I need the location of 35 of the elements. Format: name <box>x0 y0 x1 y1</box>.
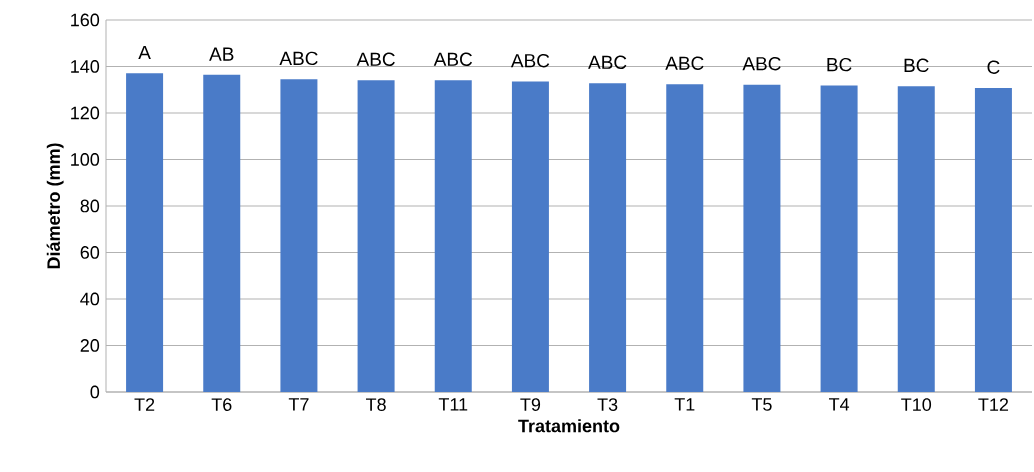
y-tick-label: 160 <box>71 13 100 27</box>
y-tick-label: 20 <box>80 339 100 352</box>
y-axis-title: Diámetro (mm) <box>46 143 64 269</box>
annotation: ABC <box>356 52 395 67</box>
x-axis-title: Tratamiento <box>518 419 620 433</box>
annotation: C <box>987 60 1000 74</box>
annotation: AB <box>209 47 234 61</box>
x-tick-label: T7 <box>288 398 309 411</box>
x-tick-label: T3 <box>597 398 618 411</box>
annotation: A <box>138 45 151 60</box>
y-tick-label: 0 <box>90 385 100 399</box>
x-tick-label: T8 <box>365 398 386 411</box>
annotation: BC <box>827 57 852 72</box>
annotation: BC <box>904 58 929 73</box>
y-tick-label: 100 <box>71 153 100 166</box>
x-tick-label: T11 <box>438 398 468 411</box>
x-tick-label: T4 <box>828 398 850 411</box>
x-tick-label: T5 <box>751 398 772 411</box>
x-tick-label: T6 <box>211 398 232 411</box>
x-tick-label: T9 <box>520 398 541 411</box>
annotation: ABC <box>665 56 704 70</box>
y-tick-label: 140 <box>71 60 100 73</box>
x-tick-label: T10 <box>901 398 932 411</box>
y-tick-label: 40 <box>80 292 100 306</box>
x-tick-label: T2 <box>134 398 155 411</box>
x-tick-label: T1 <box>674 398 695 411</box>
annotation: ABC <box>588 55 627 70</box>
annotation: ABC <box>742 56 781 71</box>
x-tick-label: T12 <box>978 398 1009 411</box>
annotation: ABC <box>510 53 550 68</box>
y-tick-label: 80 <box>80 199 100 213</box>
y-tick-label: 120 <box>71 106 100 120</box>
annotation: ABC <box>279 51 318 66</box>
y-tick-label: 60 <box>80 246 100 259</box>
annotation: ABC <box>433 52 473 67</box>
